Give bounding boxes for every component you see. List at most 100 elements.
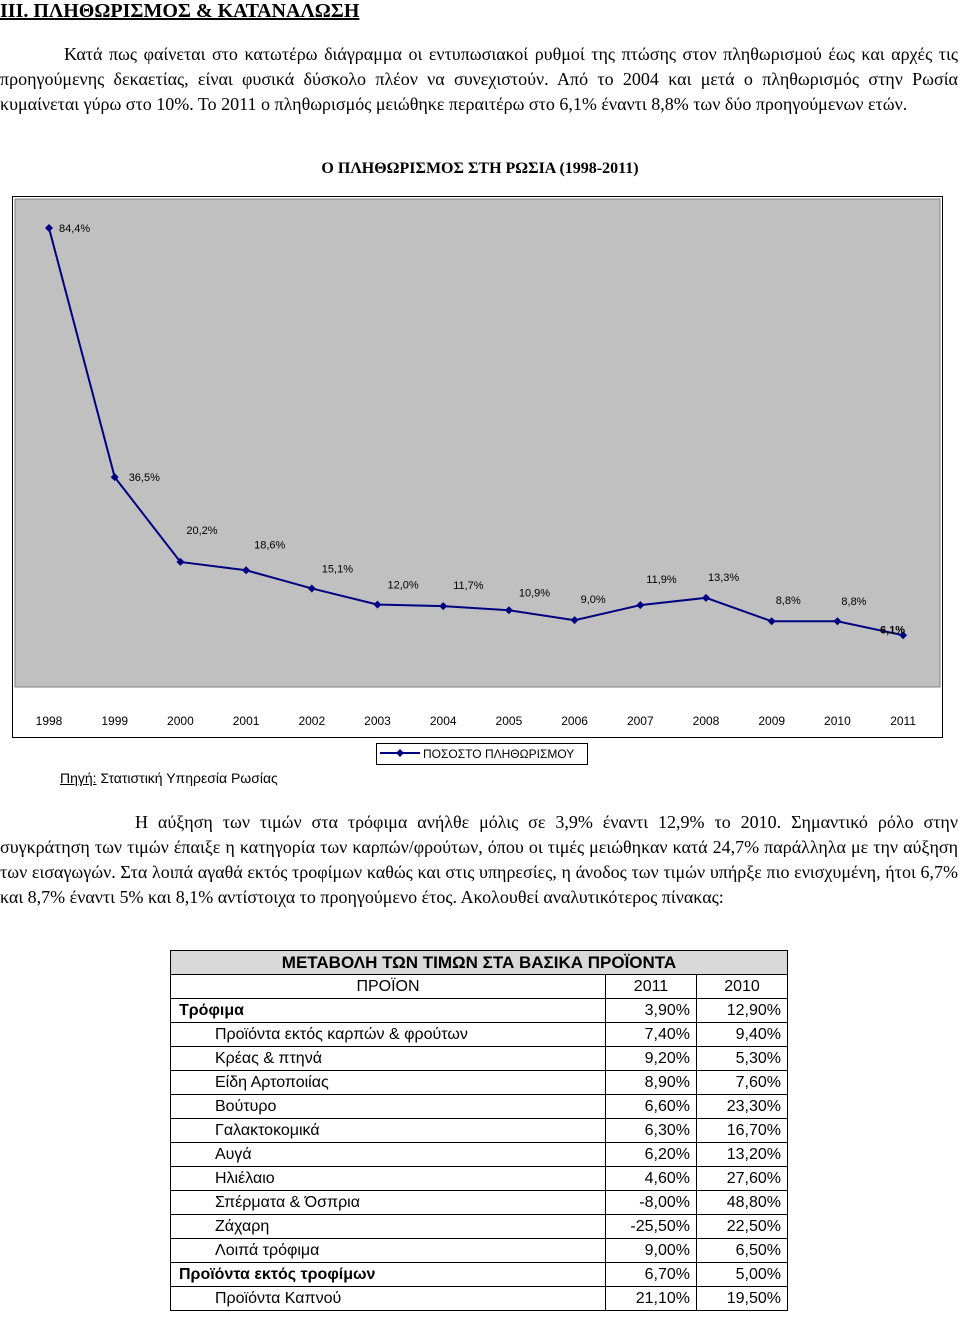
table-row: Αυγά 6,20% 13,20% <box>170 1142 788 1167</box>
table-row: Σπέρματα & Όσπρια -8,00% 48,80% <box>170 1190 788 1215</box>
intro-paragraph: Κατά πως φαίνεται στο κατωτέρω διάγραμμα… <box>0 44 958 114</box>
x-tick-label: 2002 <box>298 714 325 728</box>
table-row: Ζάχαρη -25,50% 22,50% <box>170 1214 788 1239</box>
source-label: Πηγή: <box>60 770 97 786</box>
table-title-row: ΜΕΤΑΒΟΛΗ ΤΩΝ ΤΙΜΩΝ ΣΤΑ ΒΑΣΙΚΑ ΠΡΟΪΟΝΤΑ <box>170 950 788 975</box>
value-2010: 6,50% <box>696 1238 788 1263</box>
product-name: Γαλακτοκομικά <box>170 1118 606 1143</box>
column-header-product: ΠΡΟΪΟΝ <box>170 974 606 999</box>
value-2010: 16,70% <box>696 1118 788 1143</box>
legend-label: ΠΟΣΟΣΤΟ ΠΛΗΘΩΡΙΣΜΟΥ <box>423 747 575 761</box>
value-2011: 6,60% <box>605 1094 697 1119</box>
data-label: 9,0% <box>581 594 606 606</box>
value-2010: 22,50% <box>696 1214 788 1239</box>
chart-source: Πηγή: Στατιστική Υπηρεσία Ρωσίας <box>60 770 278 786</box>
x-tick-label: 2008 <box>693 714 720 728</box>
value-2011: 6,70% <box>605 1262 697 1287</box>
section-heading: III. ΠΛΗΘΩΡΙΣΜΟΣ & ΚΑΤΑΝΑΛΩΣΗ <box>0 0 360 22</box>
product-name: Προϊόντα Καπνού <box>170 1286 606 1311</box>
column-header-2010: 2010 <box>696 974 788 999</box>
data-point <box>504 606 513 615</box>
data-point <box>307 584 316 593</box>
data-label: 6,1% <box>880 624 905 636</box>
value-2011: 8,90% <box>605 1070 697 1095</box>
x-tick-label: 2005 <box>496 714 523 728</box>
table-row: Βούτυρο 6,60% 23,30% <box>170 1094 788 1119</box>
table-row: Τρόφιμα 3,90% 12,90% <box>170 998 788 1023</box>
x-tick-label: 1998 <box>36 714 63 728</box>
data-label: 11,7% <box>453 580 484 592</box>
value-2011: 6,20% <box>605 1142 697 1167</box>
x-tick-label: 2010 <box>824 714 851 728</box>
value-2010: 5,00% <box>696 1262 788 1287</box>
chart-legend: ΠΟΣΟΣΤΟ ΠΛΗΘΩΡΙΣΜΟΥ <box>376 743 588 765</box>
x-tick-label: 2004 <box>430 714 457 728</box>
table-row: Είδη Αρτοποιίας 8,90% 7,60% <box>170 1070 788 1095</box>
data-label: 8,8% <box>841 596 866 608</box>
value-2010: 12,90% <box>696 998 788 1023</box>
x-tick-label: 2006 <box>561 714 588 728</box>
product-name: Λοιπά τρόφιμα <box>170 1238 606 1263</box>
product-name: Προϊόντα εκτός καρπών & φρούτων <box>170 1022 606 1047</box>
data-point <box>373 600 382 609</box>
prices-paragraph: Η αύξηση των τιμών στα τρόφιμα ανήλθε μό… <box>0 812 958 907</box>
product-name: Σπέρματα & Όσπρια <box>170 1190 606 1215</box>
data-point <box>833 617 842 626</box>
chart-title: Ο ΠΛΗΘΩΡΙΣΜΟΣ ΣΤΗ ΡΩΣΙΑ (1998-2011) <box>321 160 639 177</box>
data-point <box>702 593 710 602</box>
product-name: Προϊόντα εκτός τροφίμων <box>170 1262 606 1287</box>
price-change-table: ΜΕΤΑΒΟΛΗ ΤΩΝ ΤΙΜΩΝ ΣΤΑ ΒΑΣΙΚΑ ΠΡΟΪΟΝΤΑ Π… <box>170 950 788 1311</box>
value-2010: 19,50% <box>696 1286 788 1311</box>
source-text: Στατιστική Υπηρεσία Ρωσίας <box>96 770 278 786</box>
x-tick-label: 2009 <box>758 714 785 728</box>
data-label: 84,4% <box>59 223 90 235</box>
table-title: ΜΕΤΑΒΟΛΗ ΤΩΝ ΤΙΜΩΝ ΣΤΑ ΒΑΣΙΚΑ ΠΡΟΪΟΝΤΑ <box>170 950 788 975</box>
value-2011: 7,40% <box>605 1022 697 1047</box>
x-tick-label: 2000 <box>167 714 194 728</box>
value-2010: 27,60% <box>696 1166 788 1191</box>
data-point <box>570 616 579 625</box>
chart-canvas: 84,4% 36,5% 20,2% 18,6% 15,1% 12,0% 11,7% 10,9%… <box>14 198 941 728</box>
table-row: Λοιπά τρόφιμα 9,00% 6,50% <box>170 1238 788 1263</box>
data-label: 15,1% <box>322 563 353 575</box>
data-point <box>110 473 119 482</box>
table-row: Κρέας & πτηνά 9,20% 5,30% <box>170 1046 788 1071</box>
data-point <box>767 617 776 626</box>
data-point <box>176 557 185 566</box>
data-point <box>439 602 448 611</box>
value-2010: 48,80% <box>696 1190 788 1215</box>
value-2011: 4,60% <box>605 1166 697 1191</box>
data-point <box>45 224 53 232</box>
data-label: 11,9% <box>646 574 677 586</box>
product-name: Είδη Αρτοποιίας <box>170 1070 606 1095</box>
data-point <box>242 566 251 575</box>
data-label: 13,3% <box>708 572 739 584</box>
data-label: 20,2% <box>186 525 217 537</box>
column-header-2011: 2011 <box>605 974 697 999</box>
x-tick-label: 1999 <box>101 714 128 728</box>
product-name: Βούτυρο <box>170 1094 606 1119</box>
table-row: Ηλιέλαιο 4,60% 27,60% <box>170 1166 788 1191</box>
data-point <box>899 631 908 640</box>
value-2011: -8,00% <box>605 1190 697 1215</box>
value-2011: 9,20% <box>605 1046 697 1071</box>
x-tick-label: 2007 <box>627 714 654 728</box>
table-row: Προϊόντα εκτός τροφίμων 6,70% 5,00% <box>170 1262 788 1287</box>
value-2011: 9,00% <box>605 1238 697 1263</box>
product-name: Τρόφιμα <box>170 998 606 1023</box>
x-tick-label: 2003 <box>364 714 391 728</box>
data-label: 12,0% <box>388 580 419 592</box>
data-label: 10,9% <box>519 587 550 599</box>
data-label: 8,8% <box>776 595 801 607</box>
legend-marker-icon <box>380 749 420 757</box>
value-2011: 3,90% <box>605 998 697 1023</box>
x-tick-label: 2011 <box>890 714 916 728</box>
value-2011: 21,10% <box>605 1286 697 1311</box>
value-2010: 5,30% <box>696 1046 788 1071</box>
value-2010: 13,20% <box>696 1142 788 1167</box>
value-2010: 23,30% <box>696 1094 788 1119</box>
value-2010: 7,60% <box>696 1070 788 1095</box>
product-name: Ζάχαρη <box>170 1214 606 1239</box>
product-name: Ηλιέλαιο <box>170 1166 606 1191</box>
table-row: Προϊόντα Καπνού 21,10% 19,50% <box>170 1286 788 1311</box>
